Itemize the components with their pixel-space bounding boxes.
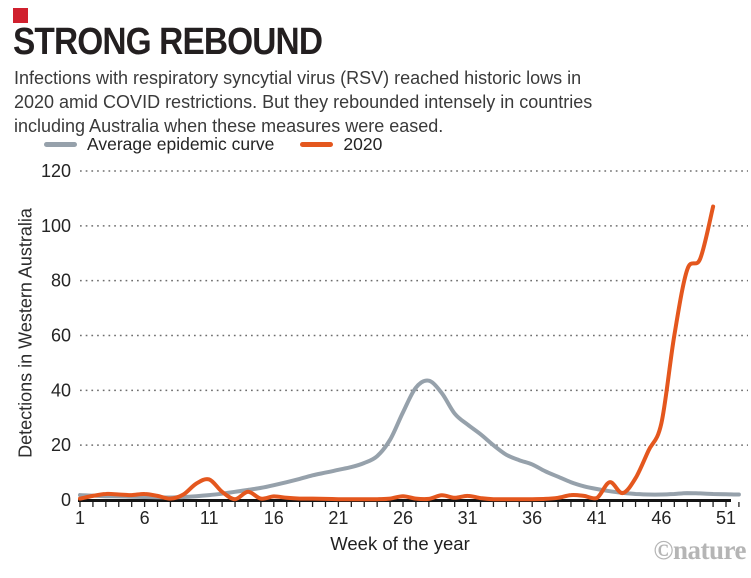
x-tick-label: 31 xyxy=(458,508,478,528)
series-line-average-epidemic-curve xyxy=(78,378,741,500)
subtitle-line: including Australia when these measures … xyxy=(14,116,444,136)
y-tick-label: 40 xyxy=(51,380,71,400)
chart-title: STRONG REBOUND xyxy=(13,21,323,63)
series-line-2020 xyxy=(78,204,716,502)
subtitle-line: 2020 amid COVID restrictions. But they r… xyxy=(14,92,593,112)
y-tick-label: 120 xyxy=(41,161,71,181)
x-tick-label: 21 xyxy=(328,508,348,528)
y-tick-label: 100 xyxy=(41,216,71,236)
x-tick-label: 6 xyxy=(140,508,150,528)
legend-item-2020: 2020 xyxy=(300,134,382,155)
chart-subtitle: Infections with respiratory syncytial vi… xyxy=(14,66,592,138)
legend-item-average-curve: Average epidemic curve xyxy=(44,134,274,155)
x-tick-label: 41 xyxy=(587,508,607,528)
subtitle-line: Infections with respiratory syncytial vi… xyxy=(14,68,582,88)
x-tick-label: 1 xyxy=(75,508,85,528)
legend: Average epidemic curve 2020 xyxy=(44,134,382,155)
x-tick-label: 26 xyxy=(393,508,413,528)
legend-swatch-2020 xyxy=(300,142,334,147)
legend-label-2020: 2020 xyxy=(343,134,383,154)
y-tick-label: 60 xyxy=(51,326,71,346)
y-tick-label: 20 xyxy=(51,435,71,455)
y-tick-label: 80 xyxy=(51,271,71,291)
x-axis-title: Week of the year xyxy=(330,533,470,554)
y-tick-label: 0 xyxy=(61,490,71,510)
legend-label-average-curve: Average epidemic curve xyxy=(87,134,275,154)
x-tick-label: 46 xyxy=(651,508,671,528)
nature-brand-red-square xyxy=(13,8,28,23)
legend-swatch-average-curve xyxy=(44,142,77,147)
x-tick-label: 51 xyxy=(716,508,736,528)
nature-watermark: ©nature xyxy=(653,535,746,565)
x-tick-label: 36 xyxy=(522,508,542,528)
x-tick-label: 16 xyxy=(264,508,284,528)
x-tick-label: 11 xyxy=(200,508,219,528)
